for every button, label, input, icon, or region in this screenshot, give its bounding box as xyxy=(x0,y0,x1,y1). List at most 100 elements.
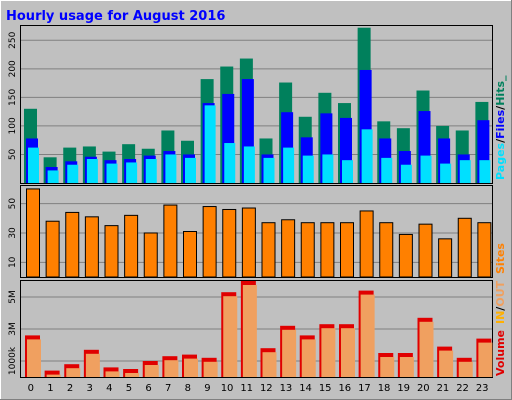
pages-bar xyxy=(224,143,236,183)
x-tick-label: 23 xyxy=(476,383,489,394)
pages-bar xyxy=(185,157,196,183)
top-y-tick-label: 200 xyxy=(8,60,18,77)
x-tick-label: 9 xyxy=(204,383,210,394)
volume-out-bar xyxy=(164,360,179,377)
sites-bar xyxy=(65,211,80,278)
x-tick-label: 13 xyxy=(280,383,293,394)
pages-bar xyxy=(165,154,177,183)
volume-out-bar xyxy=(66,368,81,377)
legend-hits: Hits xyxy=(494,81,507,106)
sites-bar xyxy=(26,188,40,278)
pages-bar xyxy=(283,147,295,183)
sites-bar xyxy=(202,206,217,278)
legend-suffix: _ xyxy=(494,75,507,81)
pages-bar xyxy=(28,147,39,183)
x-tick-label: 8 xyxy=(185,383,191,394)
legend-in: IN xyxy=(494,311,507,324)
x-tick-label: 19 xyxy=(397,383,410,394)
volume-out-bar xyxy=(301,339,316,377)
volume-out-bar xyxy=(125,373,140,377)
pages-bar xyxy=(145,159,157,183)
x-tick-label: 21 xyxy=(437,383,450,394)
bars-layer xyxy=(24,27,493,377)
mid-y-tick-label: 30 xyxy=(8,227,18,239)
pages-bar xyxy=(204,105,216,183)
sites-bar xyxy=(104,225,119,278)
volume-out-bar xyxy=(223,296,238,377)
volume-out-bar xyxy=(360,294,375,377)
x-tick-label: 0 xyxy=(28,383,34,394)
legend-out: OUT xyxy=(494,280,507,306)
x-tick-label: 4 xyxy=(106,383,112,394)
volume-out-bar xyxy=(27,339,41,377)
volume-out-bar xyxy=(203,361,218,377)
x-tick-label: 3 xyxy=(87,383,93,394)
sites-bar xyxy=(320,222,335,278)
top-y-tick-label: 100 xyxy=(8,117,18,134)
sites-bar xyxy=(281,219,296,278)
volume-out-bar xyxy=(282,329,297,377)
sites-bar xyxy=(163,204,178,278)
legend-volume: Volume xyxy=(494,330,507,376)
pages-bar xyxy=(126,162,138,183)
pages-bar xyxy=(361,129,373,183)
mid-y-tick-label: 10 xyxy=(8,256,18,268)
legend-bottom: Volume IN/OUT xyxy=(494,280,507,376)
top-y-tick-label: 150 xyxy=(8,89,18,106)
legend-sep-io: / xyxy=(494,306,507,311)
sites-bar xyxy=(398,233,413,278)
x-tick-label: 22 xyxy=(456,383,469,394)
x-tick-label: 1 xyxy=(47,383,53,394)
sites-bar xyxy=(222,208,237,278)
x-tick-label: 10 xyxy=(221,383,234,394)
volume-out-bar xyxy=(419,321,434,377)
sites-bar xyxy=(438,238,453,278)
sites-bar xyxy=(241,207,256,278)
bottom-y-tick-label: 5M xyxy=(8,290,18,304)
pages-bar xyxy=(440,163,452,183)
pages-bar xyxy=(302,155,314,183)
pages-bar xyxy=(67,164,79,183)
pages-bar xyxy=(263,157,275,183)
sites-bar xyxy=(457,217,472,278)
pages-bar xyxy=(459,160,471,183)
legend-top: Pages/Files/Hits_ xyxy=(494,75,507,180)
x-tick-label: 12 xyxy=(260,383,273,394)
volume-out-bar xyxy=(184,358,198,377)
legend-sites: Sites xyxy=(494,243,507,274)
volume-out-bar xyxy=(399,357,414,377)
volume-out-bar xyxy=(46,374,61,377)
pages-bar xyxy=(106,163,118,183)
x-tick-label: 2 xyxy=(67,383,73,394)
volume-out-bar xyxy=(341,328,355,377)
mid-y-tick-label: 50 xyxy=(8,198,18,210)
x-tick-label: 20 xyxy=(417,383,430,394)
x-tick-label: 14 xyxy=(299,383,312,394)
pages-bar xyxy=(420,155,432,183)
pages-bar xyxy=(243,146,255,183)
x-tick-label: 17 xyxy=(358,383,371,394)
sites-bar xyxy=(183,231,197,278)
bottom-y-tick-label: 1000k xyxy=(8,346,18,375)
sites-bar xyxy=(300,222,315,278)
x-tick-label: 16 xyxy=(338,383,351,394)
sites-bar xyxy=(418,223,433,278)
pages-bar xyxy=(381,157,393,183)
sites-bar xyxy=(45,220,60,278)
x-tick-label: 5 xyxy=(126,383,132,394)
sites-bar xyxy=(143,232,158,278)
x-tick-label: 7 xyxy=(165,383,171,394)
x-tick-label: 18 xyxy=(378,383,391,394)
top-y-tick-label: 50 xyxy=(8,148,18,160)
pages-bar xyxy=(322,154,334,183)
top-y-tick-label: 250 xyxy=(8,31,18,48)
x-tick-label: 6 xyxy=(145,383,151,394)
pages-bar xyxy=(479,160,491,183)
volume-out-bar xyxy=(242,285,257,377)
x-tick-label: 15 xyxy=(319,383,332,394)
sites-bar xyxy=(124,214,139,278)
x-tick-label: 11 xyxy=(240,383,253,394)
volume-out-bar xyxy=(478,342,493,377)
